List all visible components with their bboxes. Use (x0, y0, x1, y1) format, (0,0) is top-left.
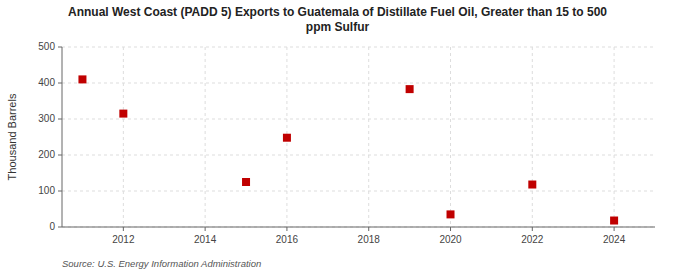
point (528, 181, 536, 189)
grid-line (62, 155, 655, 156)
point (283, 134, 291, 142)
tick-mark (58, 191, 62, 192)
tick-label: 2016 (276, 234, 299, 245)
chart: Annual West Coast (PADD 5) Exports to Gu… (0, 0, 675, 275)
tick-mark (368, 227, 369, 231)
tick-mark (58, 119, 62, 120)
grid-line (205, 47, 206, 227)
tick-mark (450, 227, 451, 231)
source: Source: U.S. Energy Information Administ… (62, 258, 261, 269)
point (242, 178, 250, 186)
tick-mark (532, 227, 533, 231)
point (78, 75, 86, 83)
y-axis-label: Thousand Barrels (6, 93, 18, 180)
point (406, 85, 414, 93)
tick-label: 2024 (603, 234, 626, 245)
grid-line (123, 47, 124, 227)
grid-line (62, 119, 655, 120)
grid (62, 47, 655, 227)
grid-line (62, 191, 655, 192)
tick-mark (286, 227, 287, 231)
grid-line (532, 47, 533, 227)
tick-mark (58, 83, 62, 84)
tick-label: 2014 (194, 234, 217, 245)
point (119, 110, 127, 118)
tick-mark (58, 47, 62, 48)
tick-label: 2022 (521, 234, 544, 245)
grid-line (614, 47, 615, 227)
grid-line (62, 47, 655, 48)
point (610, 217, 618, 225)
x-axis-line (62, 227, 655, 228)
tick-label: 200 (38, 149, 55, 160)
grid-line (450, 47, 451, 227)
grid-line (62, 227, 655, 228)
axes: 0 100 200 300 400 500 2012 2014 2016 2018 2020 2022… (38, 41, 655, 245)
tick-mark (58, 155, 62, 156)
tick-label: 500 (38, 41, 55, 52)
grid-line (368, 47, 369, 227)
tick-label: 400 (38, 77, 55, 88)
title: Annual West Coast (PADD 5) Exports to Gu… (68, 5, 607, 34)
tick-mark (205, 227, 206, 231)
points (78, 75, 618, 224)
tick-mark (58, 227, 62, 228)
tick-label: 300 (38, 113, 55, 124)
tick-label: 2020 (439, 234, 462, 245)
tick-label: 2018 (358, 234, 381, 245)
tick-label: 2012 (112, 234, 135, 245)
y-axis-line (62, 47, 63, 227)
tick-mark (614, 227, 615, 231)
tick-mark (123, 227, 124, 231)
tick-label: 0 (49, 221, 55, 232)
tick-label: 100 (38, 185, 55, 196)
grid-line (62, 83, 655, 84)
point (447, 210, 455, 218)
